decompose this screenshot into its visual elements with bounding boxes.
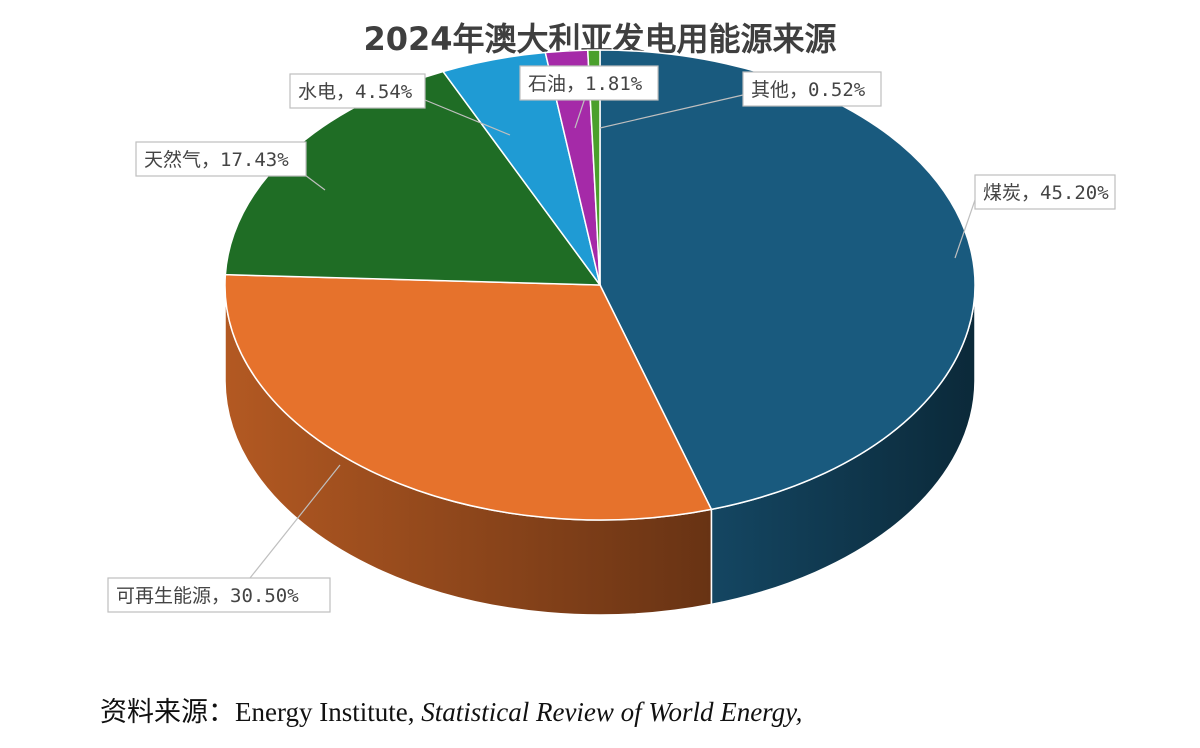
data-label-box-1	[107, 577, 331, 613]
data-label-3: 水电，4.54%	[298, 81, 413, 103]
data-label-box-3	[289, 73, 426, 109]
leader-line-4	[574, 97, 586, 129]
source-publication: Statistical Review of World Energy,	[421, 697, 803, 727]
data-label-box-2	[135, 141, 307, 177]
pie-slice-0	[599, 49, 976, 511]
leader-line-0	[954, 199, 976, 259]
data-label-box-4	[519, 65, 659, 101]
source-note: 资料来源：Energy Institute, Statistical Revie…	[100, 690, 802, 729]
data-label-4: 石油，1.81%	[528, 73, 643, 95]
leader-line-5	[599, 94, 744, 129]
pie-labels: 煤炭，45.20% 可再生能源，30.50% 天然气，17.43% 水电，4.54% 石…	[107, 65, 1116, 613]
pie-slice-1	[224, 273, 713, 521]
data-label-2: 天然气，17.43%	[144, 149, 289, 171]
data-label-box-0	[974, 174, 1116, 210]
data-label-0: 煤炭，45.20%	[983, 182, 1109, 204]
pie-top	[224, 49, 976, 521]
leader-line-1	[249, 464, 341, 579]
pie-slice-5	[586, 49, 601, 286]
source-publisher: Energy Institute,	[235, 697, 422, 727]
data-label-5: 其他，0.52%	[751, 79, 866, 101]
data-label-box-5	[742, 71, 882, 107]
source-prefix: 资料来源：	[100, 697, 235, 727]
leader-line-2	[304, 174, 326, 191]
leader-line-3	[424, 99, 511, 136]
data-label-1: 可再生能源，30.50%	[116, 585, 299, 607]
